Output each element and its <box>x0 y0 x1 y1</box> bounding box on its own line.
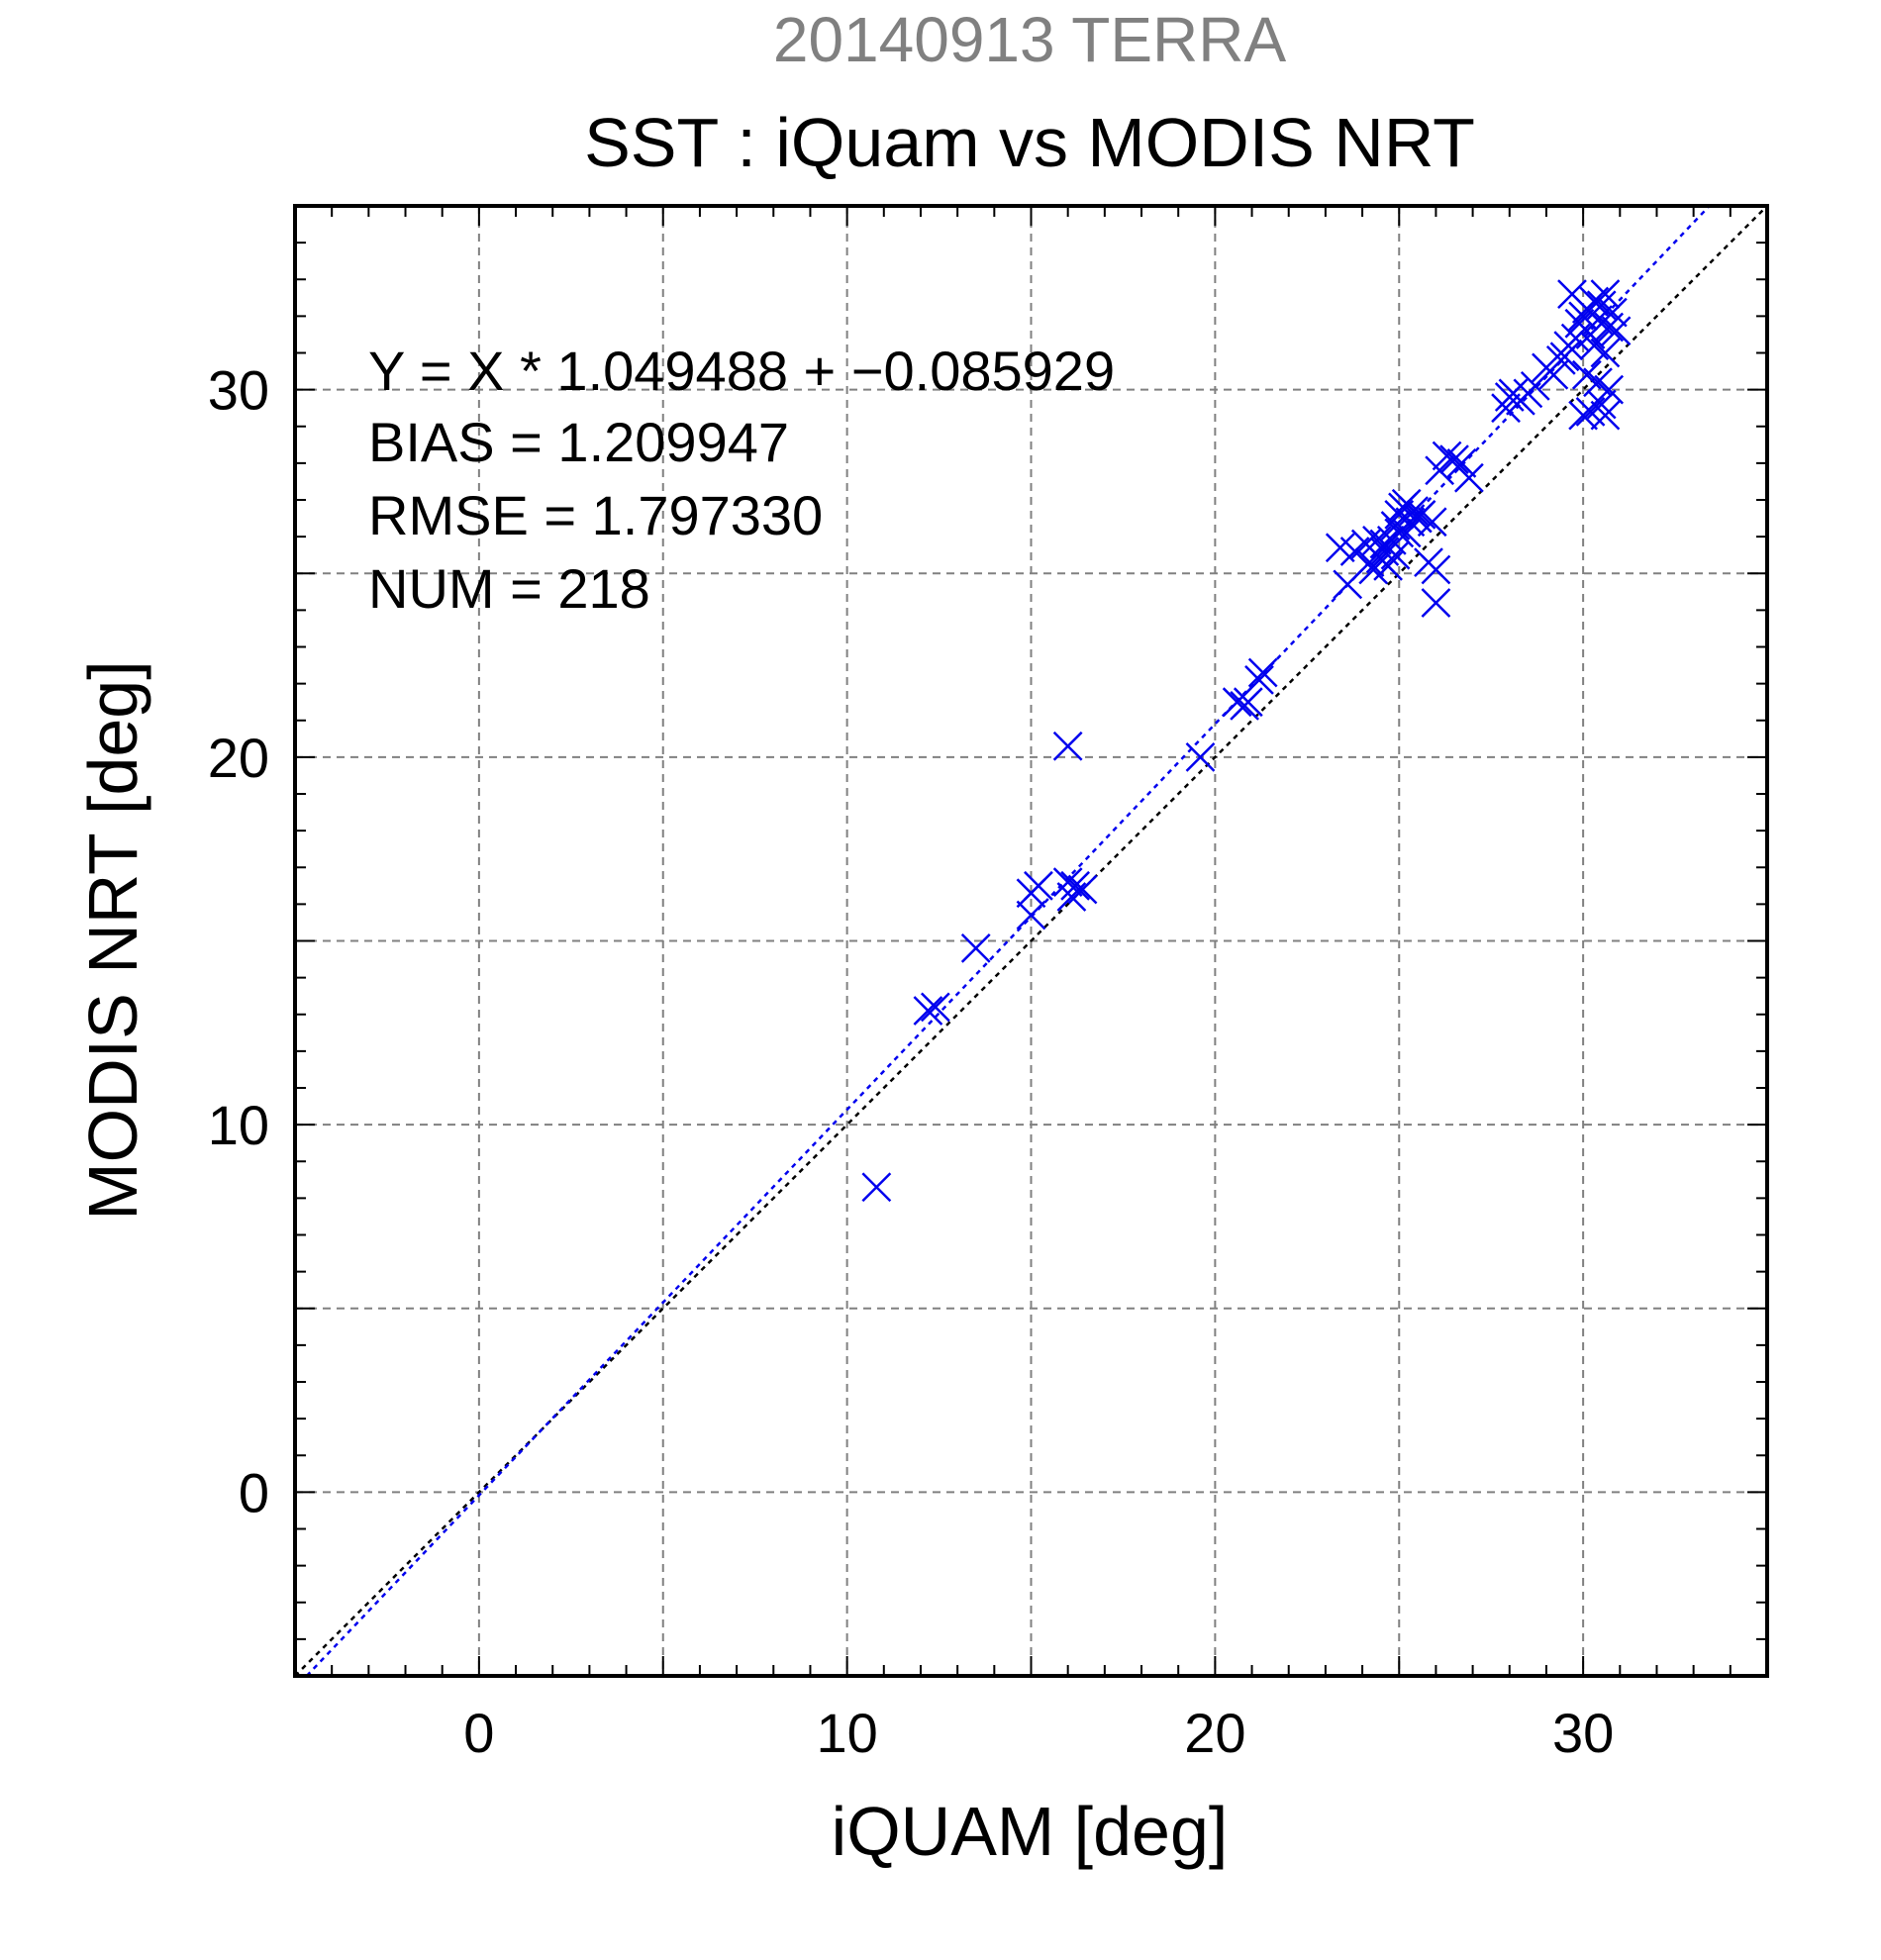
data-point <box>913 996 943 1026</box>
data-points <box>861 279 1632 1203</box>
data-point <box>1247 657 1278 688</box>
data-point <box>1446 447 1477 478</box>
y-tick-label: 0 <box>239 1461 269 1523</box>
tick-labels: 0 10 20 30 0 10 20 30 <box>208 359 1615 1764</box>
data-point <box>1594 374 1625 405</box>
data-point <box>1538 359 1569 390</box>
data-point <box>1067 874 1098 905</box>
data-point <box>1391 488 1422 519</box>
data-point <box>1421 554 1451 585</box>
data-point <box>1590 400 1621 431</box>
y-tick-label: 10 <box>208 1094 269 1156</box>
data-point <box>1052 731 1083 761</box>
chart-title: SST : iQuam vs MODIS NRT <box>584 104 1475 181</box>
regression-equation: Y = X * 1.049488 + −0.085929 <box>368 340 1115 402</box>
data-point <box>1417 507 1447 538</box>
data-point <box>1520 371 1550 401</box>
data-point <box>1590 279 1621 309</box>
data-point <box>1380 539 1411 570</box>
data-point <box>920 992 950 1023</box>
data-point <box>1590 338 1621 368</box>
y-axis-label: MODIS NRT [deg] <box>74 660 151 1220</box>
data-point <box>1545 345 1576 375</box>
rmse-annotation: RMSE = 1.797330 <box>368 484 823 546</box>
data-point <box>1568 400 1599 431</box>
y-tick-label: 20 <box>208 727 269 789</box>
stats-annotations: Y = X * 1.049488 + −0.085929 BIAS = 1.20… <box>368 340 1115 620</box>
plot-frame <box>293 204 1769 1678</box>
data-point <box>1601 316 1632 346</box>
x-axis-label: iQUAM [deg] <box>832 1793 1229 1870</box>
data-point <box>1016 900 1046 931</box>
bias-annotation: BIAS = 1.209947 <box>368 411 789 473</box>
data-point <box>861 1172 892 1203</box>
x-tick-label: 0 <box>463 1702 494 1764</box>
data-point <box>1233 687 1263 718</box>
data-point <box>1185 741 1216 772</box>
data-point <box>1571 359 1602 390</box>
data-point <box>1453 462 1484 493</box>
data-point <box>1421 588 1451 618</box>
data-point <box>1586 389 1617 420</box>
data-point <box>1024 870 1053 901</box>
x-tick-label: 10 <box>816 1702 877 1764</box>
num-annotation: NUM = 218 <box>368 557 650 620</box>
data-point <box>1391 518 1422 548</box>
data-point <box>1557 279 1587 309</box>
data-point <box>1439 444 1469 475</box>
data-point <box>1425 455 1455 486</box>
x-tick-label: 20 <box>1184 1702 1245 1764</box>
data-point <box>1597 297 1628 328</box>
x-tick-label: 30 <box>1552 1702 1614 1764</box>
data-point <box>1491 393 1521 424</box>
y-tick-label: 30 <box>208 359 269 422</box>
data-point <box>960 933 991 963</box>
chart-subtitle: 20140913 TERRA <box>773 4 1287 75</box>
data-point <box>1060 870 1090 901</box>
data-point <box>1244 665 1274 695</box>
